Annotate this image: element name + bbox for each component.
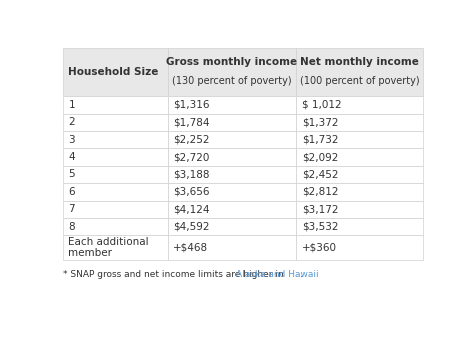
Text: $1,316: $1,316 [173, 100, 210, 110]
Bar [63, 148, 168, 166]
Text: $ 1,012: $ 1,012 [301, 100, 341, 110]
Text: Household Size: Household Size [68, 67, 159, 77]
Text: 4: 4 [68, 152, 75, 162]
Text: .: . [300, 270, 303, 279]
Text: $2,092: $2,092 [301, 152, 338, 162]
Text: $1,732: $1,732 [301, 135, 338, 145]
Text: Gross monthly income: Gross monthly income [166, 57, 298, 67]
Bar [63, 131, 168, 148]
Text: $4,592: $4,592 [173, 222, 210, 232]
Text: +$468: +$468 [173, 243, 208, 253]
Text: $1,784: $1,784 [173, 117, 210, 127]
Bar [168, 218, 296, 235]
Text: (100 percent of poverty): (100 percent of poverty) [300, 76, 419, 86]
Text: (130 percent of poverty): (130 percent of poverty) [172, 76, 292, 86]
Text: 1: 1 [68, 100, 75, 110]
Bar [168, 96, 296, 114]
Bar [296, 235, 423, 260]
Bar [168, 131, 296, 148]
Bar [296, 96, 423, 114]
Text: Each additional
member: Each additional member [68, 237, 149, 258]
Text: $1,372: $1,372 [301, 117, 338, 127]
Bar [168, 183, 296, 201]
Bar [63, 166, 168, 183]
Bar [168, 114, 296, 131]
Text: $3,188: $3,188 [173, 170, 210, 180]
Text: $2,252: $2,252 [173, 135, 210, 145]
Text: 5: 5 [68, 170, 75, 180]
Text: 2: 2 [68, 117, 75, 127]
Bar [63, 218, 168, 235]
Text: Alaska and Hawaii: Alaska and Hawaii [236, 270, 319, 279]
Bar [63, 114, 168, 131]
Bar [296, 148, 423, 166]
Text: 8: 8 [68, 222, 75, 232]
Bar [296, 48, 423, 96]
Bar [63, 48, 168, 96]
Bar [296, 218, 423, 235]
Text: $2,452: $2,452 [301, 170, 338, 180]
Bar [63, 96, 168, 114]
Text: 3: 3 [68, 135, 75, 145]
Bar [296, 131, 423, 148]
Bar [296, 183, 423, 201]
Text: $2,720: $2,720 [173, 152, 210, 162]
Bar [63, 201, 168, 218]
Bar [63, 235, 168, 260]
Bar [168, 201, 296, 218]
Bar [168, 235, 296, 260]
Bar [296, 114, 423, 131]
Bar [168, 166, 296, 183]
Bar [296, 201, 423, 218]
Bar [63, 183, 168, 201]
Text: 7: 7 [68, 204, 75, 214]
Text: $4,124: $4,124 [173, 204, 210, 214]
Bar [296, 166, 423, 183]
Text: Net monthly income: Net monthly income [300, 57, 419, 67]
Text: $3,532: $3,532 [301, 222, 338, 232]
Bar [168, 48, 296, 96]
Text: $2,812: $2,812 [301, 187, 338, 197]
Text: $3,172: $3,172 [301, 204, 338, 214]
Text: $3,656: $3,656 [173, 187, 210, 197]
Text: 6: 6 [68, 187, 75, 197]
Text: * SNAP gross and net income limits are higher in: * SNAP gross and net income limits are h… [63, 270, 287, 279]
Bar [168, 148, 296, 166]
Text: +$360: +$360 [301, 243, 337, 253]
